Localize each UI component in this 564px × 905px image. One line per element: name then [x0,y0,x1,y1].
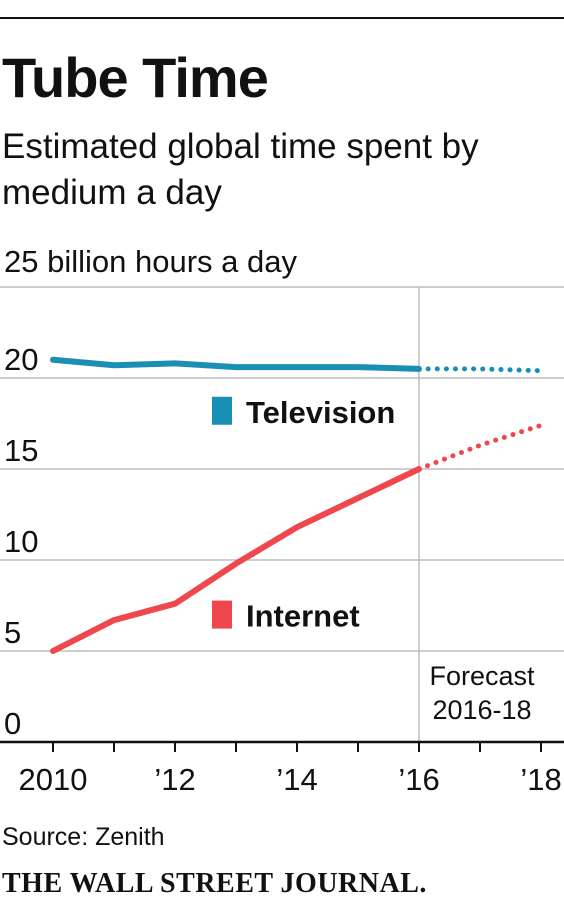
y-tick-label-20: 20 [4,342,38,377]
y-tick-label-10: 10 [4,524,38,559]
forecast-label-line-2: 2016-18 [432,695,531,725]
television-line-forecast [416,366,544,374]
forecast-label-line-1: Forecast [429,661,535,691]
y-tick-label-5: 5 [4,615,21,650]
publisher-logo: THE WALL STREET JOURNAL. [2,868,427,899]
x-tick-label-2014: ’14 [276,762,317,797]
internet-legend-swatch [212,600,232,629]
x-tick-label-2012: ’12 [154,762,195,797]
internet-legend-label: Internet [246,599,360,634]
top-rule [0,17,564,19]
y-axis-unit-label: 25 billion hours a day [4,244,297,279]
chart-title: Tube Time [2,46,269,109]
internet-line-forecast [416,422,544,472]
television-line-actual [50,356,422,372]
x-tick-label-2018: ’18 [520,762,561,797]
line-chart: 0 5 10 15 20 Forecast 2016-18 2010 ’12 ’14 ’16 ’18 T… [0,286,564,797]
y-tick-label-0: 0 [4,706,21,741]
source-note: Source: Zenith [2,823,165,851]
x-tick-label-2010: 2010 [19,762,88,797]
chart-subtitle: Estimated global time spent by medium a … [2,127,479,212]
x-tick-label-2016: ’16 [398,762,439,797]
y-tick-label-15: 15 [4,433,38,468]
internet-line-actual [50,466,422,654]
television-legend-label: Television [246,395,395,430]
television-legend-swatch [212,396,232,425]
